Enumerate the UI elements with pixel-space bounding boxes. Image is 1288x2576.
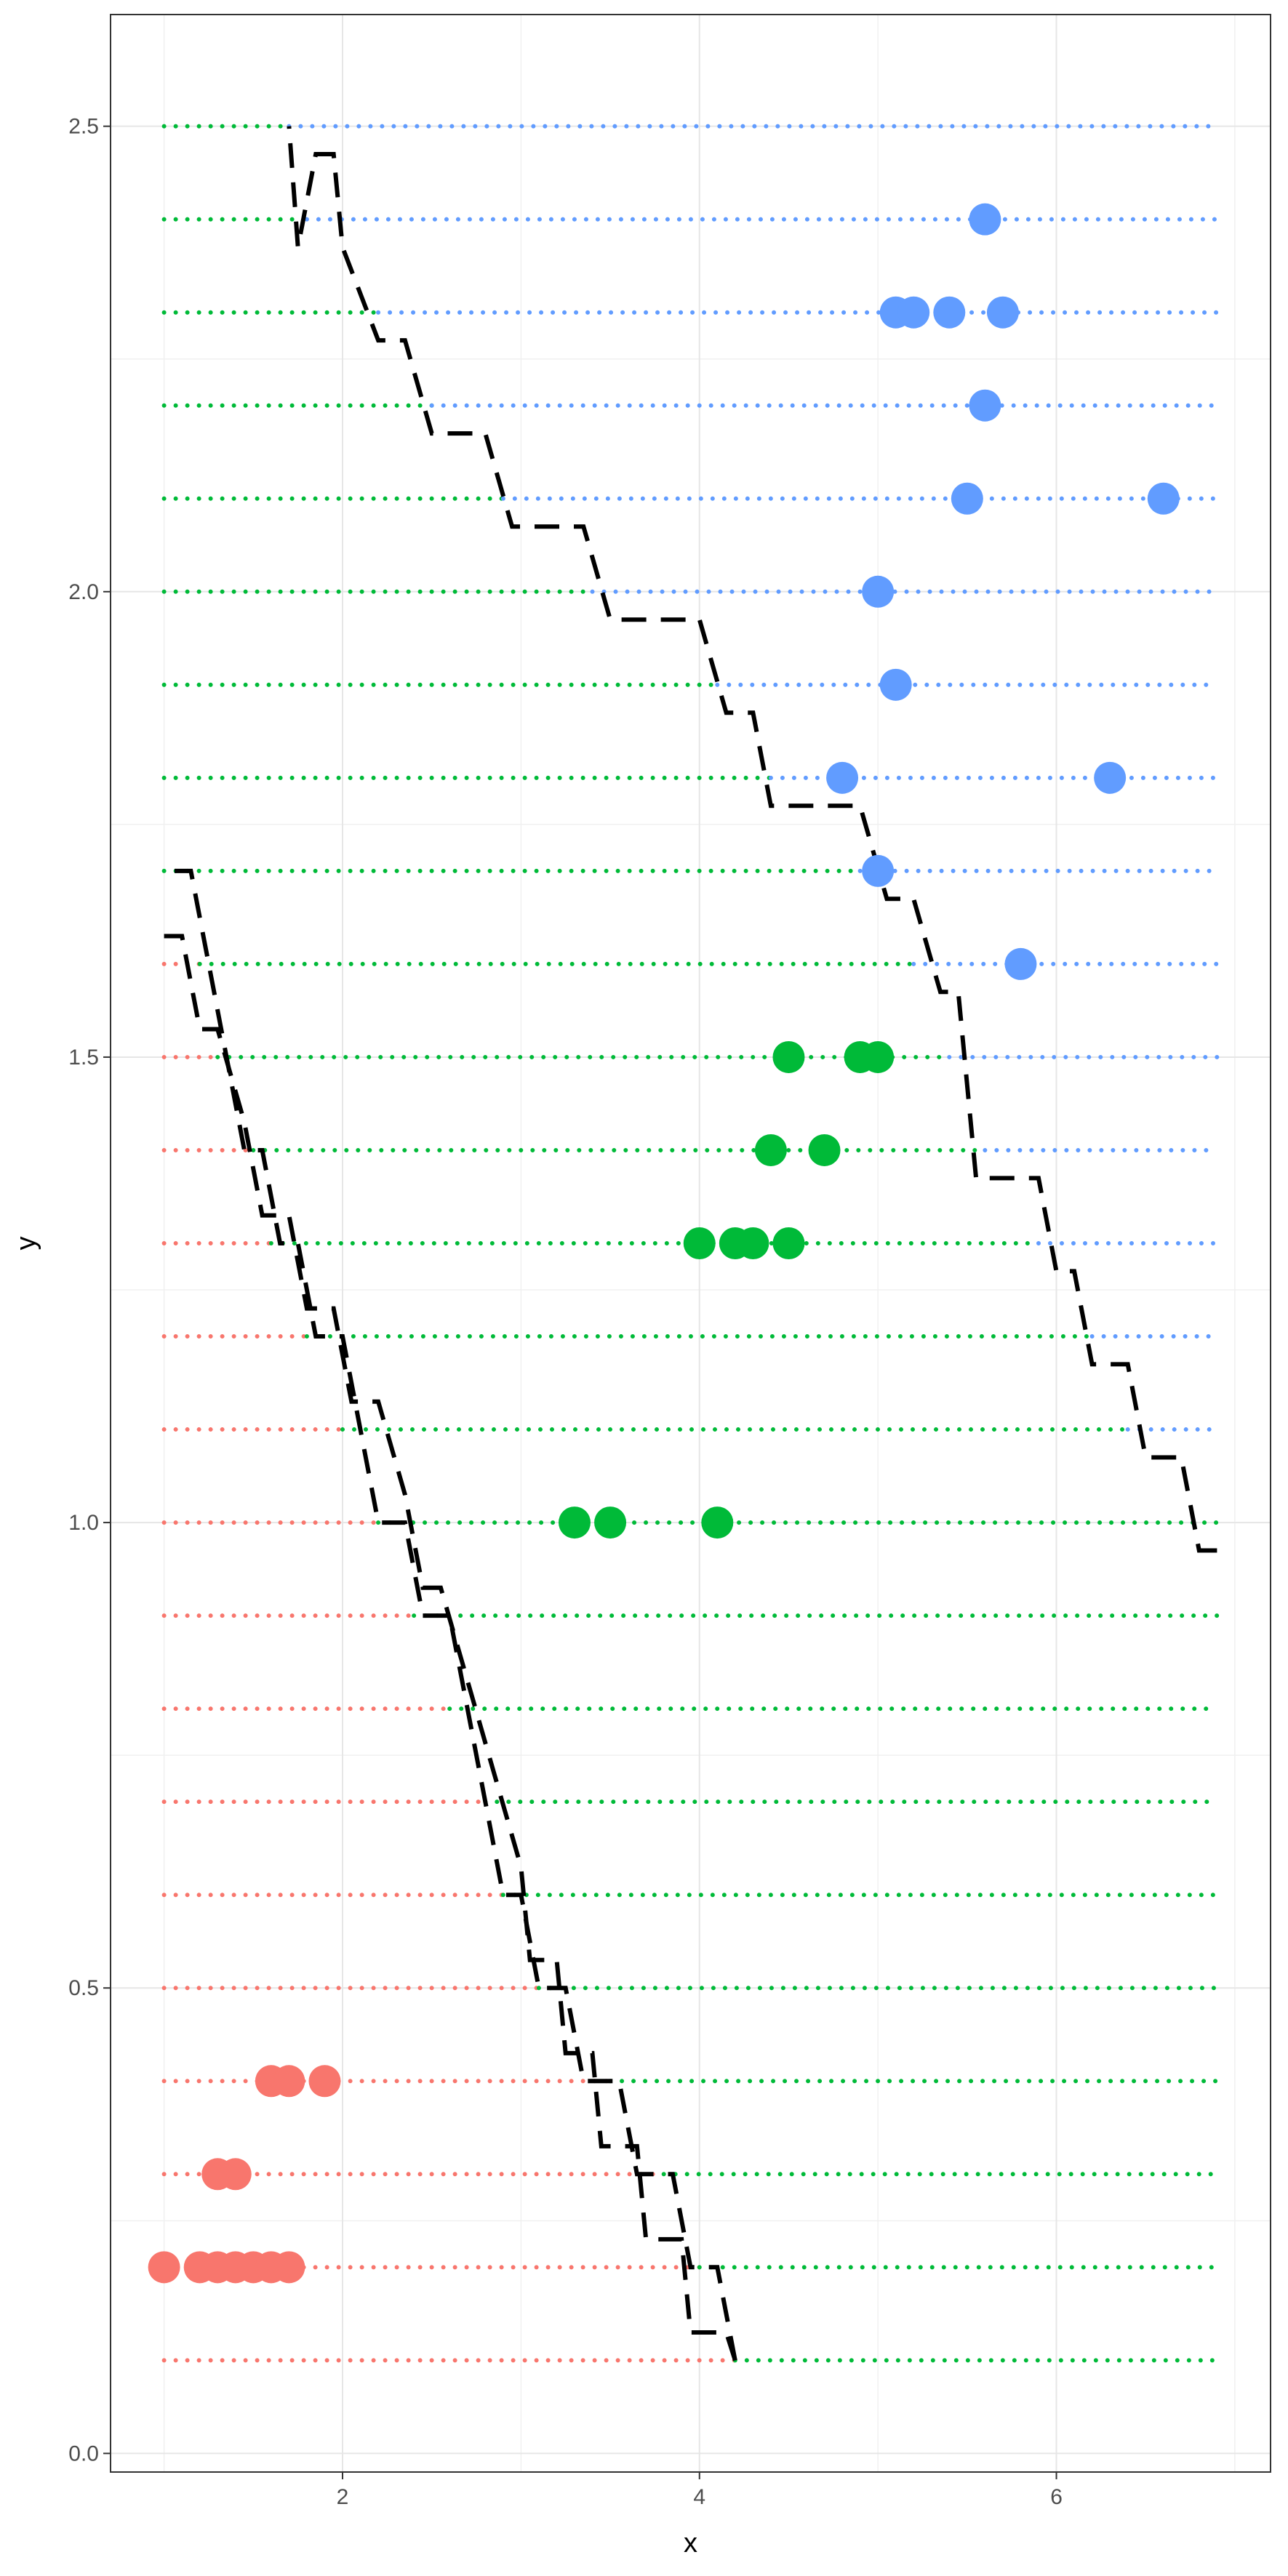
data-point-blue [862, 575, 895, 608]
data-point-blue [1094, 761, 1127, 794]
data-point-green [737, 1227, 769, 1259]
x-tick-label: 6 [1050, 2485, 1063, 2509]
y-tick-label: 0.5 [68, 1976, 99, 2000]
data-point-blue [951, 482, 983, 515]
data-point-red [219, 2158, 252, 2191]
x-tick-label: 4 [693, 2485, 705, 2509]
data-point-green [754, 1133, 787, 1166]
data-point-green [683, 1227, 716, 1259]
y-tick-label: 0.0 [68, 2441, 99, 2465]
data-point-blue [1147, 482, 1180, 515]
x-axis-title: x [684, 2528, 697, 2559]
y-tick-label: 2.0 [68, 580, 99, 604]
y-tick-label: 1.0 [68, 1511, 99, 1535]
boundary-line [164, 868, 737, 2361]
y-tick-label: 2.5 [68, 115, 99, 139]
data-point-blue [826, 761, 859, 794]
x-tick-label: 2 [337, 2485, 349, 2509]
data-point-green [594, 1506, 627, 1539]
data-point-red [308, 2065, 341, 2098]
data-point-green [772, 1227, 805, 1259]
boundary-lines [164, 126, 1217, 2362]
data-point-green [772, 1040, 805, 1073]
data-point-red [273, 2251, 305, 2284]
data-points [148, 203, 1180, 2284]
data-point-blue [897, 296, 930, 329]
data-point-blue [969, 389, 1001, 422]
y-tick-label: 1.5 [68, 1046, 99, 1070]
data-point-blue [1004, 947, 1037, 980]
data-point-blue [879, 668, 912, 701]
data-point-green [808, 1133, 841, 1166]
data-point-blue [862, 854, 895, 887]
data-point-green [701, 1506, 734, 1539]
data-point-red [273, 2065, 305, 2098]
y-axis-title: y [11, 1237, 41, 1251]
x-axis: 2 4 6 [337, 2472, 1063, 2509]
data-point-blue [933, 296, 966, 329]
boundary-line [164, 934, 737, 2362]
data-point-red [148, 2251, 180, 2284]
data-point-green [559, 1506, 591, 1539]
boundary-line [287, 126, 1217, 1553]
plot-panel-border [110, 14, 1271, 2473]
data-point-green [862, 1040, 895, 1073]
dotted-rows [161, 124, 1220, 2363]
data-point-blue [986, 296, 1019, 329]
data-point-blue [969, 203, 1001, 236]
y-axis: 0.0 0.5 1.0 1.5 2.0 2.5 [68, 115, 111, 2465]
